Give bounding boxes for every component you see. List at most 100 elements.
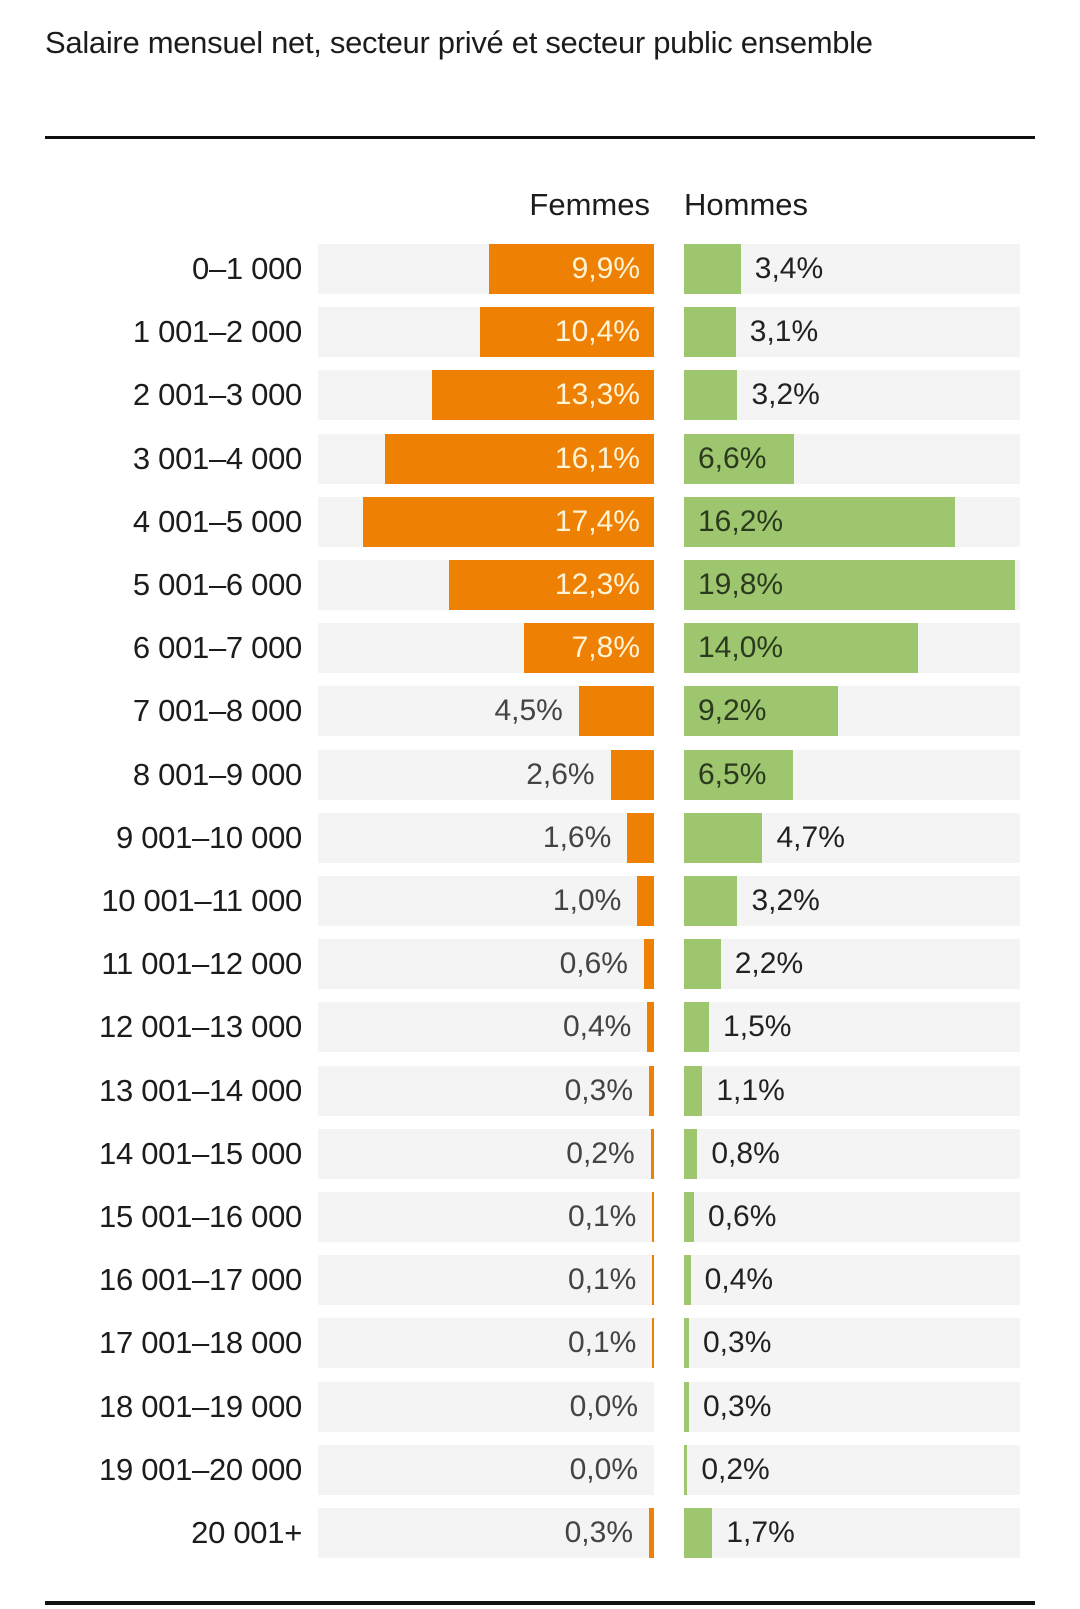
hommes-bar [684,1508,713,1558]
femmes-bar [385,433,654,484]
femmes-bar [650,1128,654,1179]
chart-title: Salaire mensuel net, secteur privé et se… [45,25,873,60]
category-label: 14 001–15 000 [99,1135,302,1171]
femmes-track: 4,5% [318,686,654,737]
hommes-track: 4,7% [684,812,1020,863]
hommes-bar [684,749,793,800]
hommes-track: 16,2% [684,496,1020,547]
hommes-bar [684,244,741,294]
chart-row: 16 001–17 000 0,1% 0,4% [0,1255,1080,1306]
category-label: 1 001–2 000 [132,314,302,350]
femmes-track: 1,6% [318,812,654,863]
chart-row: 1 001–2 000 10,4% 3,1% [0,307,1080,358]
category-label: 18 001–19 000 [99,1388,302,1424]
hommes-track: 0,4% [684,1255,1020,1306]
hommes-value-label: 6,5% [698,757,767,791]
category-label: 13 001–14 000 [99,1072,302,1108]
femmes-value-label: 0,2% [566,1136,635,1170]
hommes-value-label: 3,1% [749,315,819,349]
category-label: 5 001–6 000 [132,567,302,602]
hommes-value-label: 16,2% [698,504,784,538]
category-label: 4 001–5 000 [132,503,302,539]
top-divider [45,136,1035,139]
chart-row: 5 001–6 000 12,3% 19,8% [0,560,1080,610]
chart-row: 19 001–20 000 0,0% 0,2% [0,1444,1080,1495]
femmes-value-label: 0,0% [569,1452,638,1486]
hommes-value-label: 3,2% [751,884,820,917]
chart-row: 4 001–5 000 17,4% 16,2% [0,496,1080,547]
femmes-track: 0,2% [318,1128,654,1179]
hommes-track: 3,2% [684,876,1020,926]
femmes-value-label: 12,3% [554,568,640,601]
category-label: 19 001–20 000 [99,1451,302,1487]
chart-row: 10 001–11 000 1,0% 3,2% [0,876,1080,926]
category-label: 20 001+ [191,1515,302,1550]
femmes-bar [610,749,654,800]
femmes-bar [643,939,654,990]
femmes-bar [652,1255,654,1306]
hommes-bar [684,1444,688,1495]
femmes-bar [363,496,654,547]
chart-row: 14 001–15 000 0,2% 0,8% [0,1128,1080,1179]
legend-hommes: Hommes [684,187,809,222]
hommes-value-label: 4,7% [776,820,845,854]
femmes-track: 0,1% [318,1255,654,1306]
femmes-value-label: 0,6% [559,947,628,981]
femmes-track: 17,4% [318,496,654,547]
hommes-bar [684,623,918,674]
femmes-value-label: 0,4% [562,1010,632,1044]
hommes-value-label: 2,2% [734,947,804,981]
hommes-bar [684,812,763,863]
hommes-bar [684,307,736,358]
femmes-value-label: 9,9% [571,252,640,285]
hommes-value-label: 1,7% [726,1516,795,1549]
femmes-value-label: 0,3% [564,1516,633,1549]
hommes-track: 19,8% [684,560,1020,610]
category-label: 11 001–12 000 [101,946,302,982]
femmes-value-label: 4,5% [494,694,563,728]
hommes-track: 3,2% [684,370,1020,421]
legend-femmes: Femmes [529,187,650,222]
category-label: 17 001–18 000 [99,1325,302,1361]
chart-row: 2 001–3 000 13,3% 3,2% [0,370,1080,421]
hommes-track: 1,7% [684,1508,1020,1558]
hommes-bar [684,1002,710,1053]
femmes-bar [578,686,654,737]
hommes-track: 3,1% [684,307,1020,358]
femmes-value-label: 16,1% [554,441,640,475]
hommes-value-label: 0,4% [704,1263,774,1297]
femmes-track: 0,1% [318,1318,654,1369]
femmes-track: 0,6% [318,939,654,990]
hommes-track: 3,4% [684,244,1020,294]
chart-row: 12 001–13 000 0,4% 1,5% [0,1002,1080,1053]
femmes-track: 0,3% [318,1065,654,1116]
hommes-bar [684,1318,689,1369]
category-label: 8 001–9 000 [132,756,302,792]
hommes-value-label: 19,8% [698,568,784,601]
chart-row: 3 001–4 000 16,1% 6,6% [0,433,1080,484]
hommes-bar [684,939,721,990]
femmes-track: 0,1% [318,1192,654,1242]
femmes-value-label: 13,3% [554,378,640,412]
hommes-track: 14,0% [684,623,1020,674]
femmes-bar [488,244,654,294]
hommes-bar [684,1192,695,1242]
category-label: 0–1 000 [192,251,302,286]
hommes-track: 0,3% [684,1381,1020,1432]
femmes-bar [523,623,654,674]
femmes-value-label: 0,1% [567,1263,637,1297]
hommes-track: 9,2% [684,686,1020,737]
chart-row: 15 001–16 000 0,1% 0,6% [0,1192,1080,1242]
category-label: 2 001–3 000 [132,377,302,413]
hommes-value-label: 1,1% [716,1073,785,1107]
hommes-bar [684,433,795,484]
hommes-track: 1,1% [684,1065,1020,1116]
femmes-bar [647,1002,654,1053]
femmes-track: 0,4% [318,1002,654,1053]
femmes-track: 9,9% [318,244,654,294]
category-label: 6 001–7 000 [132,630,302,666]
femmes-track: 16,1% [318,433,654,484]
hommes-value-label: 0,6% [708,1200,777,1233]
femmes-track: 0,0% [318,1444,654,1495]
femmes-track: 0,0% [318,1381,654,1432]
